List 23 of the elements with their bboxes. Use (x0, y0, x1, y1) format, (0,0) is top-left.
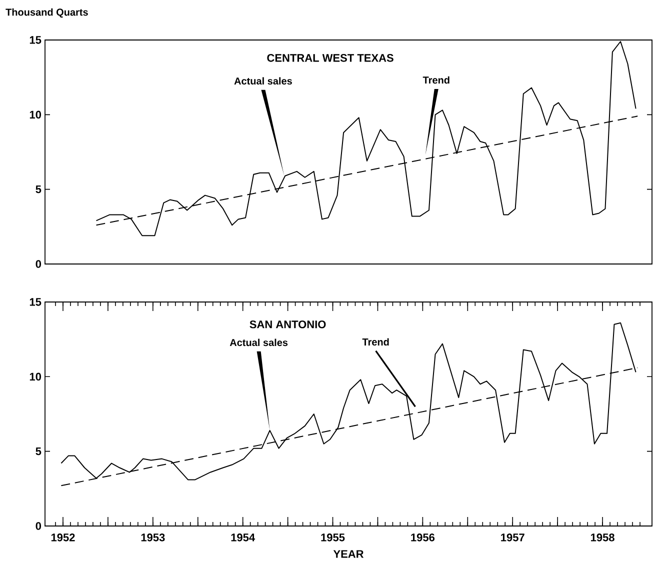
y-tick-label: 15 (30, 298, 42, 306)
x-tick-label: 1956 (411, 534, 435, 542)
x-axis-title: YEAR (333, 550, 364, 558)
y-tick-label: 5 (36, 448, 42, 456)
y-axis-title: Thousand Quarts (6, 8, 88, 18)
y-tick-label: 0 (36, 522, 42, 530)
text: CENTRAL WEST TEXAS (267, 54, 394, 62)
y-tick-label: 5 (36, 186, 42, 194)
x-tick-label: 1957 (501, 534, 524, 542)
annotation: Trend (362, 338, 389, 346)
annotation: Trend (422, 76, 450, 84)
x-tick-label: 1958 (590, 534, 614, 542)
y-tick-label: 15 (30, 36, 42, 44)
y-tick-label: 10 (30, 372, 42, 381)
annotation: Actual sales (234, 77, 292, 85)
annotation: Actual sales (230, 338, 288, 346)
x-tick-label: 1953 (141, 534, 165, 542)
x-tick-label: 1955 (321, 534, 345, 542)
y-tick-label: 0 (36, 260, 42, 268)
y-tick-label: 10 (30, 110, 42, 119)
text: SAN ANTONIO (250, 320, 326, 328)
x-tick-label: 1954 (231, 534, 256, 542)
x-tick-label: 1952 (51, 534, 75, 542)
